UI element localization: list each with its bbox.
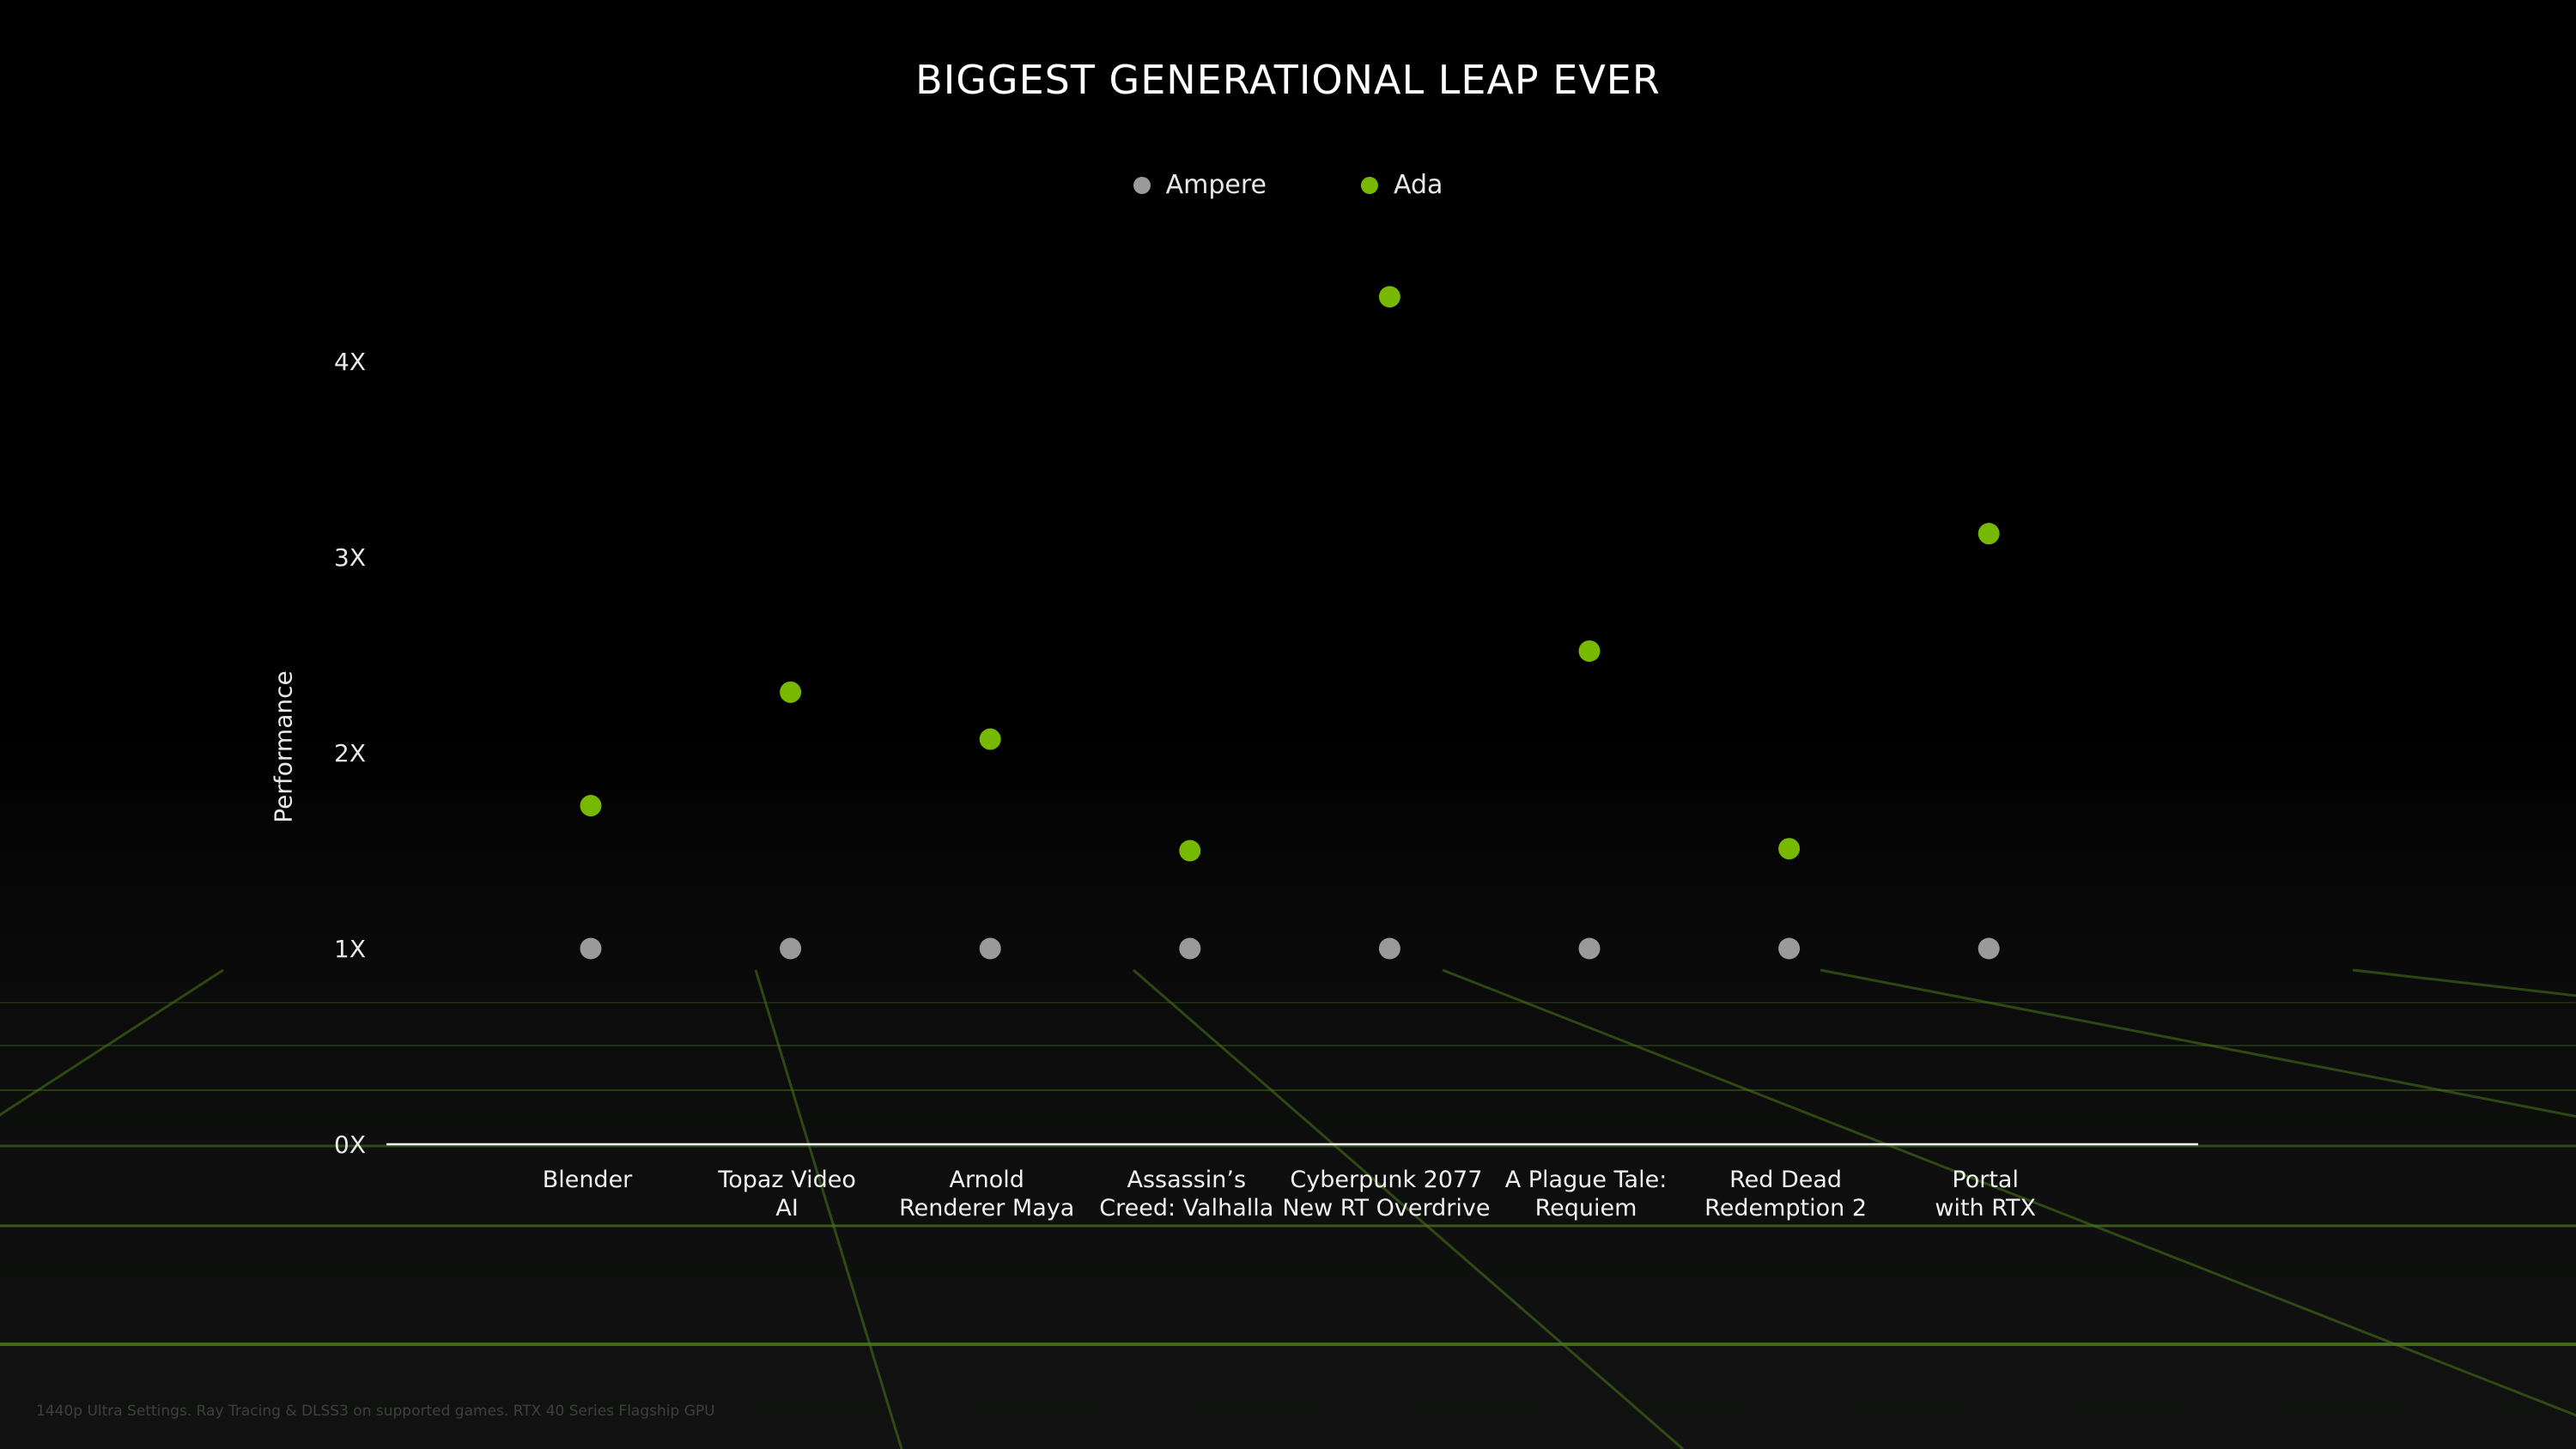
footnote: 1440p Ultra Settings. Ray Tracing & DLSS…	[36, 1403, 715, 1420]
x-tick-label: Blender	[543, 1167, 633, 1193]
legend-marker-ampere	[1133, 176, 1151, 194]
point-ada	[1578, 640, 1601, 662]
y-tick-label: 4X	[334, 348, 366, 376]
x-tick-label: Assassin’s Creed: Valhalla	[1099, 1167, 1273, 1222]
point-ada	[580, 795, 602, 817]
point-ada	[1179, 840, 1201, 862]
x-tick-label: Red Dead Redemption 2	[1704, 1167, 1867, 1222]
legend-item-ada: Ada	[1360, 170, 1443, 200]
point-ampere	[780, 937, 802, 960]
legend-label-ampere: Ampere	[1165, 170, 1267, 200]
point-ampere	[979, 937, 1001, 960]
x-tick-label: Arnold Renderer Maya	[899, 1167, 1074, 1222]
point-ada	[1778, 838, 1801, 860]
x-tick-label: Topaz Video AI	[717, 1167, 856, 1222]
legend-label-ada: Ada	[1393, 170, 1443, 200]
chart-title: BIGGEST GENERATIONAL LEAP EVER	[915, 57, 1661, 103]
point-ada	[1978, 523, 2000, 545]
point-ada	[780, 681, 802, 703]
point-ampere	[1179, 937, 1201, 960]
point-ampere	[1978, 937, 2000, 960]
point-ampere	[1778, 937, 1801, 960]
y-tick-label: 2X	[334, 739, 366, 767]
floor-grid-v-line	[1442, 968, 2576, 1417]
point-ada	[1378, 286, 1400, 308]
floor-grid-v-line	[1820, 968, 2576, 1119]
floor-grid-v-line	[0, 968, 224, 1117]
y-tick-label: 3X	[334, 543, 366, 572]
y-tick-label: 0X	[334, 1131, 366, 1159]
point-ampere	[1378, 937, 1400, 960]
point-ada	[979, 728, 1001, 750]
floor-grid-v-line	[1133, 968, 1684, 1449]
point-ampere	[1578, 937, 1601, 960]
y-tick-label: 1X	[334, 935, 366, 963]
floor-grid-v-line	[754, 969, 903, 1449]
legend-item-ampere: Ampere	[1133, 170, 1267, 200]
point-ampere	[580, 937, 602, 960]
legend: Ampere Ada	[0, 170, 2576, 200]
x-tick-label: Portal with RTX	[1935, 1167, 2036, 1222]
x-tick-label: A Plague Tale: Requiem	[1505, 1167, 1668, 1222]
x-tick-label: Cyberpunk 2077 New RT Overdrive	[1282, 1167, 1490, 1222]
legend-marker-ada	[1360, 176, 1378, 194]
